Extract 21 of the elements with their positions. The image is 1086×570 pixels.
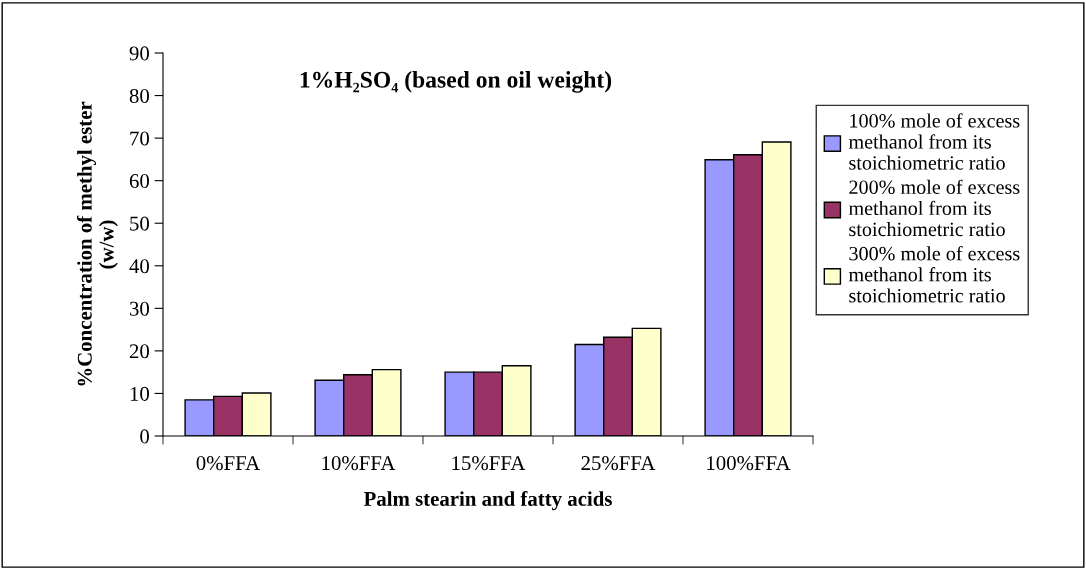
x-tick-label: 0%FFA xyxy=(196,456,261,471)
y-axis-title: %Concentration of methyl ester (w/w) xyxy=(76,101,118,386)
y-tick-label: 0 xyxy=(140,429,150,444)
y-tick-label: 10 xyxy=(130,386,150,401)
y-tick-label: 90 xyxy=(129,46,150,61)
y-tick-label: 40 xyxy=(129,259,150,274)
x-tick-label: 15%FFA xyxy=(452,456,526,471)
y-tick-label: 20 xyxy=(129,344,150,359)
x-axis-title: Palm stearin and fatty acids xyxy=(363,491,612,511)
text: 1%H₂SO₄ (based on oil weight) xyxy=(300,71,612,93)
y-tick-label: 30 xyxy=(129,301,150,316)
x-tick-label: 10%FFA xyxy=(322,456,396,471)
y-tick-label: 70 xyxy=(130,131,150,146)
x-tick-label: 25%FFA xyxy=(581,456,656,471)
legend-label: 200% mole of excess methanol from its stoichiometric ratio xyxy=(848,179,1020,237)
y-tick-label: 80 xyxy=(129,88,150,103)
legend-label: 100% mole of excess methanol from its stoichiometric ratio xyxy=(848,113,1020,170)
x-tick-label: 100%FFA xyxy=(707,456,791,471)
y-tick-label: 50 xyxy=(130,216,150,231)
y-tick-label: 60 xyxy=(129,174,150,189)
legend-label: 300% mole of excess methanol from its stoichiometric ratio xyxy=(848,246,1020,303)
